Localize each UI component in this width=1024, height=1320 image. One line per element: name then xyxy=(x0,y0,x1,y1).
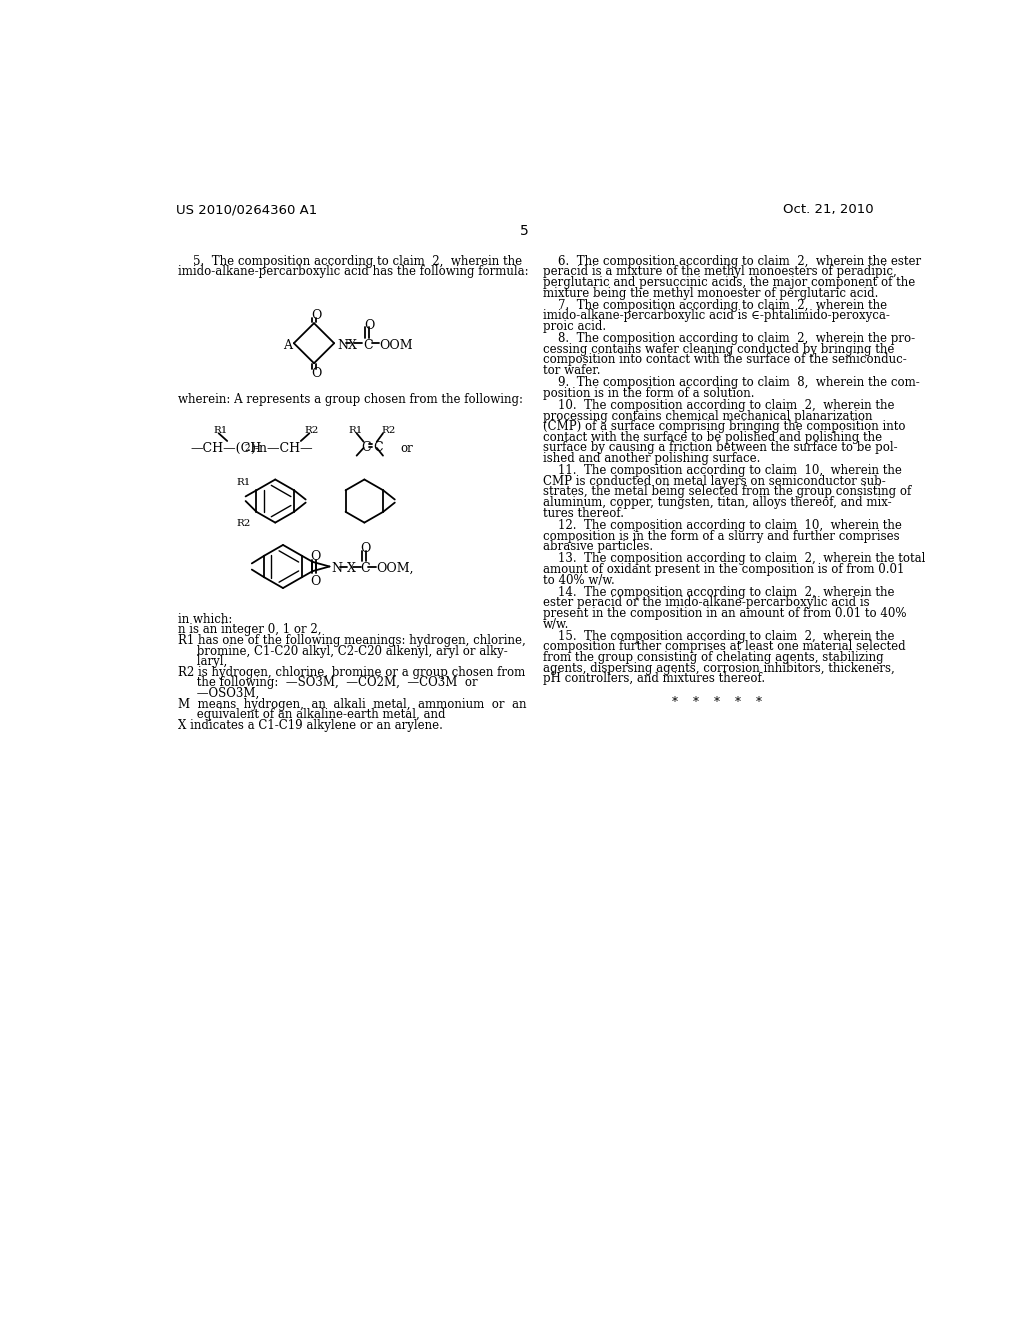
Text: agents, dispersing agents, corrosion inhibitors, thickeners,: agents, dispersing agents, corrosion inh… xyxy=(543,661,894,675)
Text: aluminum, copper, tungsten, titan, alloys thereof, and mix-: aluminum, copper, tungsten, titan, alloy… xyxy=(543,496,891,510)
Text: tures thereof.: tures thereof. xyxy=(543,507,624,520)
Text: (CMP) of a surface comprising bringing the composition into: (CMP) of a surface comprising bringing t… xyxy=(543,420,905,433)
Text: 7.  The composition according to claim  2,  wherein the: 7. The composition according to claim 2,… xyxy=(543,298,887,312)
Text: imido-alkane-percarboxylic acid has the following formula:: imido-alkane-percarboxylic acid has the … xyxy=(178,265,529,279)
Text: O: O xyxy=(311,309,322,322)
Text: *    *    *    *    *: * * * * * xyxy=(672,696,762,709)
Text: OOM,: OOM, xyxy=(376,562,414,576)
Text: O: O xyxy=(311,367,322,380)
Text: O: O xyxy=(365,319,375,333)
Text: C: C xyxy=(360,562,370,576)
Text: R1: R1 xyxy=(349,426,364,436)
Text: X: X xyxy=(348,339,357,351)
Text: C: C xyxy=(374,441,383,454)
Text: ester peracid or the imido-alkane-percarboxylic acid is: ester peracid or the imido-alkane-percar… xyxy=(543,597,869,610)
Text: 10.  The composition according to claim  2,  wherein the: 10. The composition according to claim 2… xyxy=(543,399,894,412)
Text: composition into contact with the surface of the semiconduc-: composition into contact with the surfac… xyxy=(543,354,906,367)
Text: ished and another polishing surface.: ished and another polishing surface. xyxy=(543,451,760,465)
Text: the following:  —SO3M,  —CO2M,  —CO3M  or: the following: —SO3M, —CO2M, —CO3M or xyxy=(178,676,478,689)
Text: processing contains chemical mechanical planarization: processing contains chemical mechanical … xyxy=(543,409,872,422)
Text: imido-alkane-percarboxylic acid is ∈-phtalimido-peroxyca-: imido-alkane-percarboxylic acid is ∈-pht… xyxy=(543,309,890,322)
Text: mixture being the methyl monoester of perglutaric acid.: mixture being the methyl monoester of pe… xyxy=(543,286,878,300)
Text: M  means  hydrogen,  an  alkali  metal,  ammonium  or  an: M means hydrogen, an alkali metal, ammon… xyxy=(178,698,527,710)
Text: —CH—(CH: —CH—(CH xyxy=(190,442,261,455)
Text: strates, the metal being selected from the group consisting of: strates, the metal being selected from t… xyxy=(543,486,911,499)
Text: present in the composition in an amount of from 0.01 to 40%: present in the composition in an amount … xyxy=(543,607,906,620)
Text: w/w.: w/w. xyxy=(543,618,569,631)
Text: abrasive particles.: abrasive particles. xyxy=(543,540,652,553)
Text: Oct. 21, 2010: Oct. 21, 2010 xyxy=(783,203,873,216)
Text: or: or xyxy=(400,442,414,455)
Text: laryl,: laryl, xyxy=(178,655,227,668)
Text: R2 is hydrogen, chlorine, bromine or a group chosen from: R2 is hydrogen, chlorine, bromine or a g… xyxy=(178,665,525,678)
Text: R1: R1 xyxy=(237,478,251,487)
Text: 8.  The composition according to claim  2,  wherein the pro-: 8. The composition according to claim 2,… xyxy=(543,333,914,345)
Text: 12.  The composition according to claim  10,  wherein the: 12. The composition according to claim 1… xyxy=(543,519,901,532)
Text: in which:: in which: xyxy=(178,612,232,626)
Text: proic acid.: proic acid. xyxy=(543,319,606,333)
Text: R2: R2 xyxy=(381,426,396,436)
Text: equivalent of an alkaline-earth metal, and: equivalent of an alkaline-earth metal, a… xyxy=(178,709,445,721)
Text: cessing contains wafer cleaning conducted by bringing the: cessing contains wafer cleaning conducte… xyxy=(543,343,894,355)
Text: CMP is conducted on metal layers on semiconductor sub-: CMP is conducted on metal layers on semi… xyxy=(543,475,886,488)
Text: amount of oxidant present in the composition is of from 0.01: amount of oxidant present in the composi… xyxy=(543,562,904,576)
Text: N: N xyxy=(331,562,342,576)
Text: pH controllers, and mixtures thereof.: pH controllers, and mixtures thereof. xyxy=(543,672,765,685)
Text: 5: 5 xyxy=(520,224,529,238)
Text: 9.  The composition according to claim  8,  wherein the com-: 9. The composition according to claim 8,… xyxy=(543,376,920,389)
Text: 6.  The composition according to claim  2,  wherein the ester: 6. The composition according to claim 2,… xyxy=(543,255,921,268)
Text: tor wafer.: tor wafer. xyxy=(543,364,600,378)
Text: composition is in the form of a slurry and further comprises: composition is in the form of a slurry a… xyxy=(543,529,899,543)
Text: n is an integer 0, 1 or 2,: n is an integer 0, 1 or 2, xyxy=(178,623,322,636)
Text: N: N xyxy=(337,339,348,351)
Text: 5.  The composition according to claim  2,  wherein the: 5. The composition according to claim 2,… xyxy=(178,255,522,268)
Text: O: O xyxy=(360,543,371,554)
Text: OOM: OOM xyxy=(379,339,413,351)
Text: )-n—CH—: )-n—CH— xyxy=(251,442,313,455)
Text: C: C xyxy=(364,339,373,351)
Text: 14.  The composition according to claim  2,  wherein the: 14. The composition according to claim 2… xyxy=(543,586,894,599)
Text: 13.  The composition according to claim  2,  wherein the total: 13. The composition according to claim 2… xyxy=(543,552,925,565)
Text: bromine, C1-C20 alkyl, C2-C20 alkenyl, aryl or alky-: bromine, C1-C20 alkyl, C2-C20 alkenyl, a… xyxy=(178,644,508,657)
Text: composition further comprises at least one material selected: composition further comprises at least o… xyxy=(543,640,905,653)
Text: 15.  The composition according to claim  2,  wherein the: 15. The composition according to claim 2… xyxy=(543,630,894,643)
Text: R2: R2 xyxy=(305,426,319,436)
Text: R2: R2 xyxy=(237,519,251,528)
Text: C: C xyxy=(361,441,371,454)
Text: R1: R1 xyxy=(213,426,227,436)
Text: 2: 2 xyxy=(245,444,250,453)
Text: position is in the form of a solution.: position is in the form of a solution. xyxy=(543,387,754,400)
Text: wherein: A represents a group chosen from the following:: wherein: A represents a group chosen fro… xyxy=(178,393,523,407)
Text: 11.  The composition according to claim  10,  wherein the: 11. The composition according to claim 1… xyxy=(543,465,901,478)
Text: X: X xyxy=(346,562,355,576)
Text: X indicates a C1-C19 alkylene or an arylene.: X indicates a C1-C19 alkylene or an aryl… xyxy=(178,719,443,733)
Text: perglutaric and persuccinic acids, the major component of the: perglutaric and persuccinic acids, the m… xyxy=(543,276,914,289)
Text: surface by causing a friction between the surface to be pol-: surface by causing a friction between th… xyxy=(543,441,897,454)
Text: contact with the surface to be polished and polishing the: contact with the surface to be polished … xyxy=(543,430,882,444)
Text: —OSO3M,: —OSO3M, xyxy=(178,688,260,700)
Text: to 40% w/w.: to 40% w/w. xyxy=(543,574,614,586)
Text: O: O xyxy=(310,550,321,564)
Text: from the group consisting of chelating agents, stabilizing: from the group consisting of chelating a… xyxy=(543,651,884,664)
Text: R1 has one of the following meanings: hydrogen, chlorine,: R1 has one of the following meanings: hy… xyxy=(178,634,526,647)
Text: US 2010/0264360 A1: US 2010/0264360 A1 xyxy=(176,203,317,216)
Text: A: A xyxy=(283,339,292,351)
Text: O: O xyxy=(310,576,321,587)
Text: peracid is a mixture of the methyl monoesters of peradipic,: peracid is a mixture of the methyl monoe… xyxy=(543,265,896,279)
